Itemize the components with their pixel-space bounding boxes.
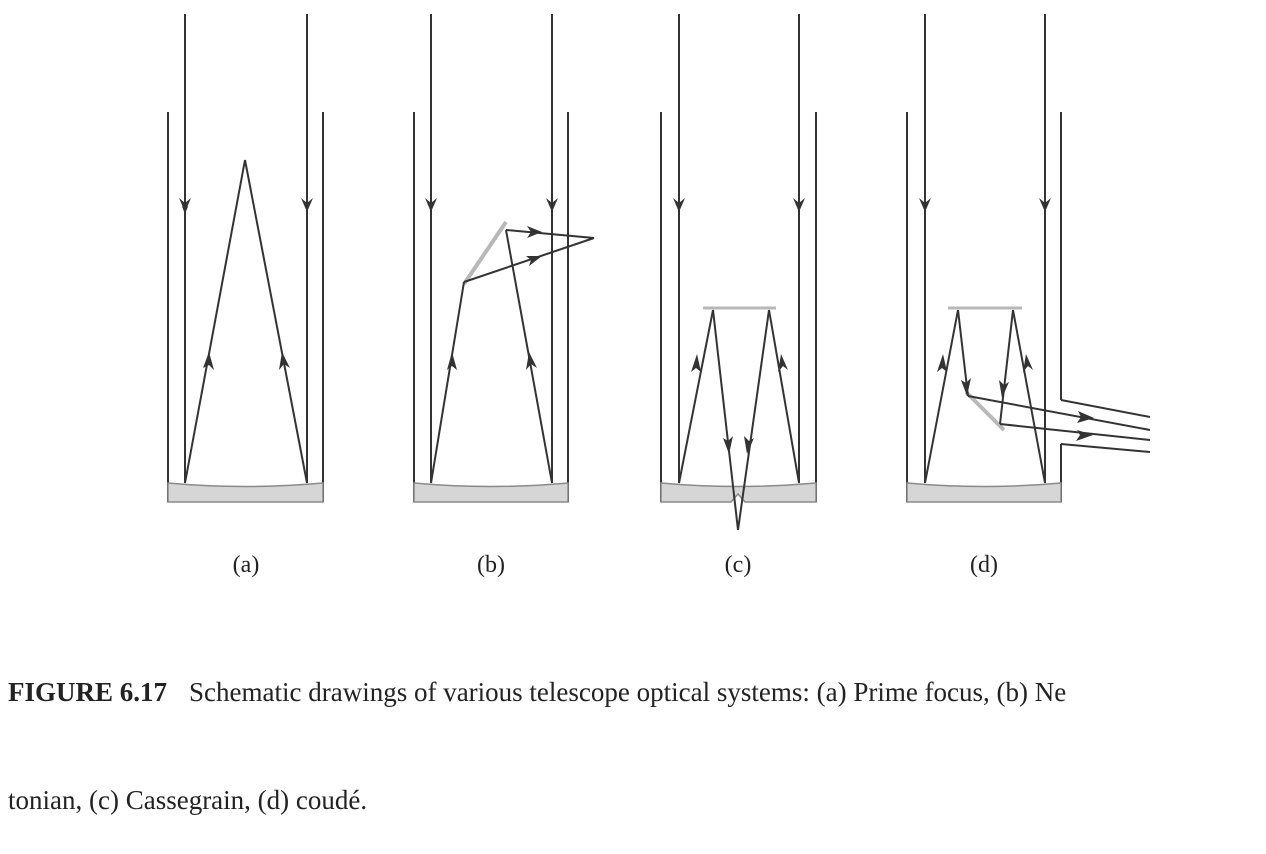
arrow-down-right [301,198,313,212]
panel-label-a: (a) [233,552,260,578]
arrow-down-left [425,198,437,212]
arrow-up-right [1023,354,1033,372]
caption-text-line-2: tonian, (c) Cassegrain, (d) coudé. [8,785,368,815]
arrow-down-inner-right [744,436,754,454]
arrow-right-lower [526,256,542,266]
reflected-ray-left [430,281,465,484]
figure-caption: FIGURE 6.17 Schematic drawings of various… [8,602,1266,854]
arrow-down-right [546,198,558,212]
arrow-right-upper [1077,411,1094,423]
reflected-ray-left [184,159,246,484]
panel-d: (d) [906,14,1151,578]
arrow-down-left [919,198,931,212]
figure-number: FIGURE 6.17 [8,677,168,707]
converging-ray-left [957,309,969,397]
reflected-ray-right [244,159,308,484]
reflected-ray-right [768,309,800,484]
diagonal-secondary-mirror [462,220,508,286]
arrow-up-right [526,352,537,370]
arrow-up-left [691,354,701,372]
panel-b: (b) [413,14,595,578]
arrow-up-left [447,352,457,370]
primary-mirror [660,482,817,503]
panel-label-b: (b) [477,552,505,578]
arrow-down-right [793,198,805,212]
arrow-up-left [937,354,947,372]
panel-a: (a) [167,14,324,578]
panel-label-c: (c) [725,552,752,578]
arrow-up-right [279,352,290,370]
exit-ray-upper [967,395,1151,431]
arrow-up-left [203,352,214,370]
reflected-ray-right [1012,309,1046,484]
exit-ray-upper [505,229,595,239]
arrow-up-right [778,354,788,372]
arrow-down-inner-left [723,436,733,454]
arrow-right-upper [527,226,542,238]
telescope-diagram: (a) (b) [167,14,1151,578]
tertiary-diagonal-mirror [964,390,1006,432]
converging-ray-right [737,309,770,531]
converging-ray-right [999,309,1014,425]
panel-c: (c) [660,14,817,578]
arrow-down-left [673,198,685,212]
panel-label-d: (d) [970,552,998,578]
primary-mirror [906,482,1062,503]
reflected-ray-left [678,309,714,484]
exit-ray-lower [463,237,595,283]
caption-line-1: FIGURE 6.17 Schematic drawings of various… [8,674,1266,710]
exit-ray-lower [999,423,1151,441]
side-port-lower [1060,443,1151,453]
caption-text-line-1: Schematic drawings of various telescope … [189,677,1067,707]
reflected-ray-left [924,309,959,484]
arrow-down-inner-right [999,380,1009,398]
primary-mirror [167,482,324,503]
converging-ray-left [712,309,739,531]
side-port-upper [1060,399,1151,418]
primary-mirror [413,482,569,503]
arrow-down-inner-left [961,378,971,396]
arrow-down-right [1039,198,1051,212]
arrow-down-left [179,198,191,212]
arrow-right-lower [1076,430,1093,441]
